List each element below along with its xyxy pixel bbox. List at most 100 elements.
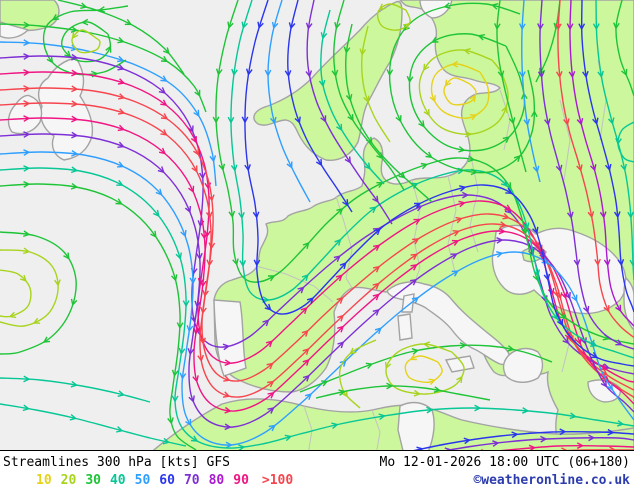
country-border xyxy=(411,179,421,285)
country-border xyxy=(559,99,571,181)
scale-value-60: 60 xyxy=(159,472,175,488)
streamline xyxy=(230,0,634,359)
streamline-arrows xyxy=(241,21,599,359)
land-tunisia xyxy=(397,401,435,450)
streamline-arrows xyxy=(22,230,78,343)
scale-value-70: 70 xyxy=(183,472,200,488)
scale-value-90: 90 xyxy=(233,472,249,488)
streamline-arrows xyxy=(23,131,608,431)
streamline-arrows xyxy=(384,341,463,397)
streamline-arrows xyxy=(343,46,406,179)
streamline xyxy=(443,77,477,106)
streamline-map xyxy=(0,0,634,451)
streamline-arrows xyxy=(444,79,476,103)
streamline xyxy=(0,71,634,383)
streamline-arrows xyxy=(566,23,622,313)
land-africa xyxy=(152,398,634,450)
streamline-arrows xyxy=(613,22,628,77)
streamline xyxy=(0,377,151,403)
scale-value-10: 10 xyxy=(36,472,52,488)
land-iceland-west xyxy=(0,21,30,39)
streamline xyxy=(338,339,377,409)
land-portugal xyxy=(213,299,247,377)
streamline xyxy=(418,49,509,135)
streamline-arrows xyxy=(331,22,384,160)
caption-area: Streamlines 300 hPa [kts] GFS Mo 12-01-2… xyxy=(0,451,634,490)
scale-value-50: 50 xyxy=(134,472,151,488)
streamline xyxy=(306,0,393,225)
streamline xyxy=(500,444,634,450)
streamline-arrows xyxy=(555,23,610,313)
streamline xyxy=(71,29,101,54)
streamline-arrows xyxy=(71,31,79,40)
streamline xyxy=(267,0,311,203)
land-ireland xyxy=(7,94,43,135)
streamline xyxy=(0,23,207,113)
streamline-arrows xyxy=(561,446,617,450)
streamline-arrows xyxy=(80,2,170,55)
streamline-arrows xyxy=(23,180,184,425)
streamline xyxy=(0,102,634,399)
scale-value-40: 40 xyxy=(109,472,126,488)
streamline xyxy=(445,437,634,450)
streamline-map-svg xyxy=(0,0,634,450)
streamline-arrows xyxy=(23,375,126,397)
streamline xyxy=(385,343,465,395)
country-border xyxy=(255,265,334,303)
streamline xyxy=(0,133,634,428)
streamline-arrows xyxy=(429,60,478,121)
streamline xyxy=(595,0,634,281)
streamline xyxy=(430,63,490,119)
streamline xyxy=(0,403,187,447)
streamline-arrows xyxy=(341,347,357,398)
country-border xyxy=(303,405,313,450)
country-border xyxy=(447,175,457,277)
land-italy xyxy=(386,281,511,366)
streamline-arrows xyxy=(481,442,585,450)
streamline-arrows xyxy=(23,115,610,414)
wind-speed-color-scale: 10 20 30 40 50 60 70 80 90 >100 xyxy=(0,473,293,488)
streamline-arrows xyxy=(8,274,27,319)
streamline xyxy=(521,0,541,183)
streamline-arrows xyxy=(615,137,622,146)
streamline-arrows xyxy=(264,21,293,169)
streamline-arrows xyxy=(518,23,540,174)
streamline-arrows xyxy=(378,3,410,30)
streamline xyxy=(0,117,634,412)
streamline-arrows xyxy=(23,69,608,371)
land-sicily xyxy=(444,355,475,373)
streamline xyxy=(61,21,112,63)
streamline xyxy=(315,385,491,401)
streamline xyxy=(345,23,433,203)
streamline xyxy=(615,0,634,97)
streamline xyxy=(57,0,185,75)
streamline xyxy=(376,3,411,31)
streamline-arrows xyxy=(22,404,171,445)
streamline xyxy=(0,231,77,355)
scale-value-20: 20 xyxy=(60,472,77,488)
streamline xyxy=(361,25,391,143)
streamline-arrows xyxy=(359,48,370,104)
scale-value-30: 30 xyxy=(85,472,101,488)
land-sardinia xyxy=(397,313,413,341)
land-black-sea xyxy=(491,224,627,315)
streamline xyxy=(557,0,634,338)
streamline-arrows xyxy=(318,32,371,170)
streamline xyxy=(539,0,634,350)
streamline-arrows xyxy=(284,22,349,207)
scale-value-100: >100 xyxy=(261,472,294,488)
copyright-link[interactable]: ©weatheronline.co.uk xyxy=(473,472,630,488)
streamline-arrows xyxy=(305,22,379,203)
streamline-arrows xyxy=(23,165,625,450)
streamline xyxy=(580,0,634,313)
scale-value-80: 80 xyxy=(208,472,225,488)
streamline-arrows xyxy=(444,434,596,450)
streamline-arrows xyxy=(338,382,442,396)
map-datetime: Mo 12-01-2026 18:00 UTC (06+180) xyxy=(379,454,630,470)
streamline-arrows xyxy=(423,48,508,138)
streamline-arrows xyxy=(321,342,515,387)
streamline-arrows xyxy=(23,21,201,98)
country-border xyxy=(335,195,353,289)
streamline-arrows xyxy=(416,428,615,450)
